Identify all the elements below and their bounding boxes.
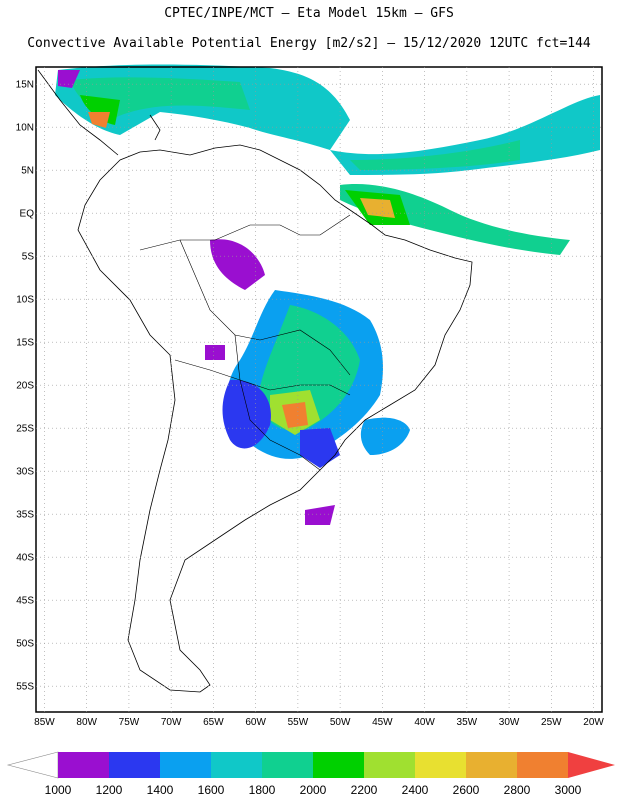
lat-label: 40S	[16, 553, 34, 564]
lon-label: 40W	[414, 717, 435, 728]
colorbar-cell	[517, 752, 568, 778]
colorbar-labels: 1000 1200 1400 1600 1800 2000 2200 2400 2600 2800…	[45, 783, 582, 797]
lon-label: 85W	[34, 717, 55, 728]
map-frame	[35, 66, 603, 713]
cape-map: 15N 10N 5N EQ 5S 10S 15S 20S 25S 30S 35S 40S 45S 50S 5…	[16, 64, 604, 728]
colorbar-cell	[211, 752, 262, 778]
lat-label: 30S	[16, 467, 34, 478]
cape-shading	[55, 64, 600, 525]
lat-label: 25S	[16, 424, 34, 435]
colorbar-cell	[364, 752, 415, 778]
colorbar-cell	[415, 752, 466, 778]
colorbar-cell	[58, 752, 109, 778]
colorbar-label: 2400	[402, 783, 429, 797]
lat-label: 15S	[16, 338, 34, 349]
colorbar-label: 2600	[453, 783, 480, 797]
lon-label: 30W	[499, 717, 520, 728]
map-title-line2: Convective Available Potential Energy [m…	[27, 36, 591, 51]
colorbar: 1000 1200 1400 1600 1800 2000 2200 2400 2600 2800…	[6, 751, 615, 797]
colorbar-cell	[109, 752, 160, 778]
lon-label: 80W	[76, 717, 97, 728]
lat-label: 50S	[16, 639, 34, 650]
colorbar-label: 2800	[504, 783, 531, 797]
colorbar-label: 2000	[300, 783, 327, 797]
colorbar-label: 1600	[198, 783, 225, 797]
colorbar-cell	[466, 752, 517, 778]
colorbar-cell	[313, 752, 364, 778]
colorbar-cells	[6, 751, 615, 779]
lat-label: 5S	[22, 252, 35, 263]
lon-label: 65W	[203, 717, 224, 728]
lat-label: 35S	[16, 510, 34, 521]
lat-label: 10N	[16, 123, 34, 134]
colorbar-label: 1200	[96, 783, 123, 797]
lon-label: 75W	[119, 717, 140, 728]
lon-label: 25W	[541, 717, 562, 728]
lat-label: EQ	[20, 209, 35, 220]
colorbar-label: 2200	[351, 783, 378, 797]
colorbar-cell	[160, 752, 211, 778]
colorbar-over-arrow	[568, 752, 615, 778]
lat-label: 15N	[16, 80, 34, 91]
lon-label: 70W	[161, 717, 182, 728]
colorbar-cell	[262, 752, 313, 778]
lat-label: 20S	[16, 381, 34, 392]
lon-label: 55W	[288, 717, 309, 728]
lon-label: 60W	[245, 717, 266, 728]
lat-label: 5N	[21, 166, 34, 177]
map-title-line1: CPTEC/INPE/MCT – Eta Model 15km – GFS	[164, 6, 454, 21]
colorbar-label: 1800	[249, 783, 276, 797]
lat-label: 10S	[16, 295, 34, 306]
latitude-labels: 15N 10N 5N EQ 5S 10S 15S 20S 25S 30S 35S 40S 45S 50S 5…	[16, 80, 35, 693]
longitude-labels: 85W 80W 75W 70W 65W 60W 55W 50W 45W 40W 35W 30W 25W 2…	[34, 717, 604, 728]
lat-label: 45S	[16, 596, 34, 607]
lon-label: 20W	[583, 717, 604, 728]
lat-label: 55S	[16, 682, 34, 693]
colorbar-label: 1000	[45, 783, 72, 797]
colorbar-under-arrow	[6, 751, 59, 779]
lon-label: 45W	[372, 717, 393, 728]
lon-label: 50W	[330, 717, 351, 728]
colorbar-label: 3000	[555, 783, 582, 797]
colorbar-label: 1400	[147, 783, 174, 797]
lon-label: 35W	[457, 717, 478, 728]
country-borders	[139, 214, 351, 471]
